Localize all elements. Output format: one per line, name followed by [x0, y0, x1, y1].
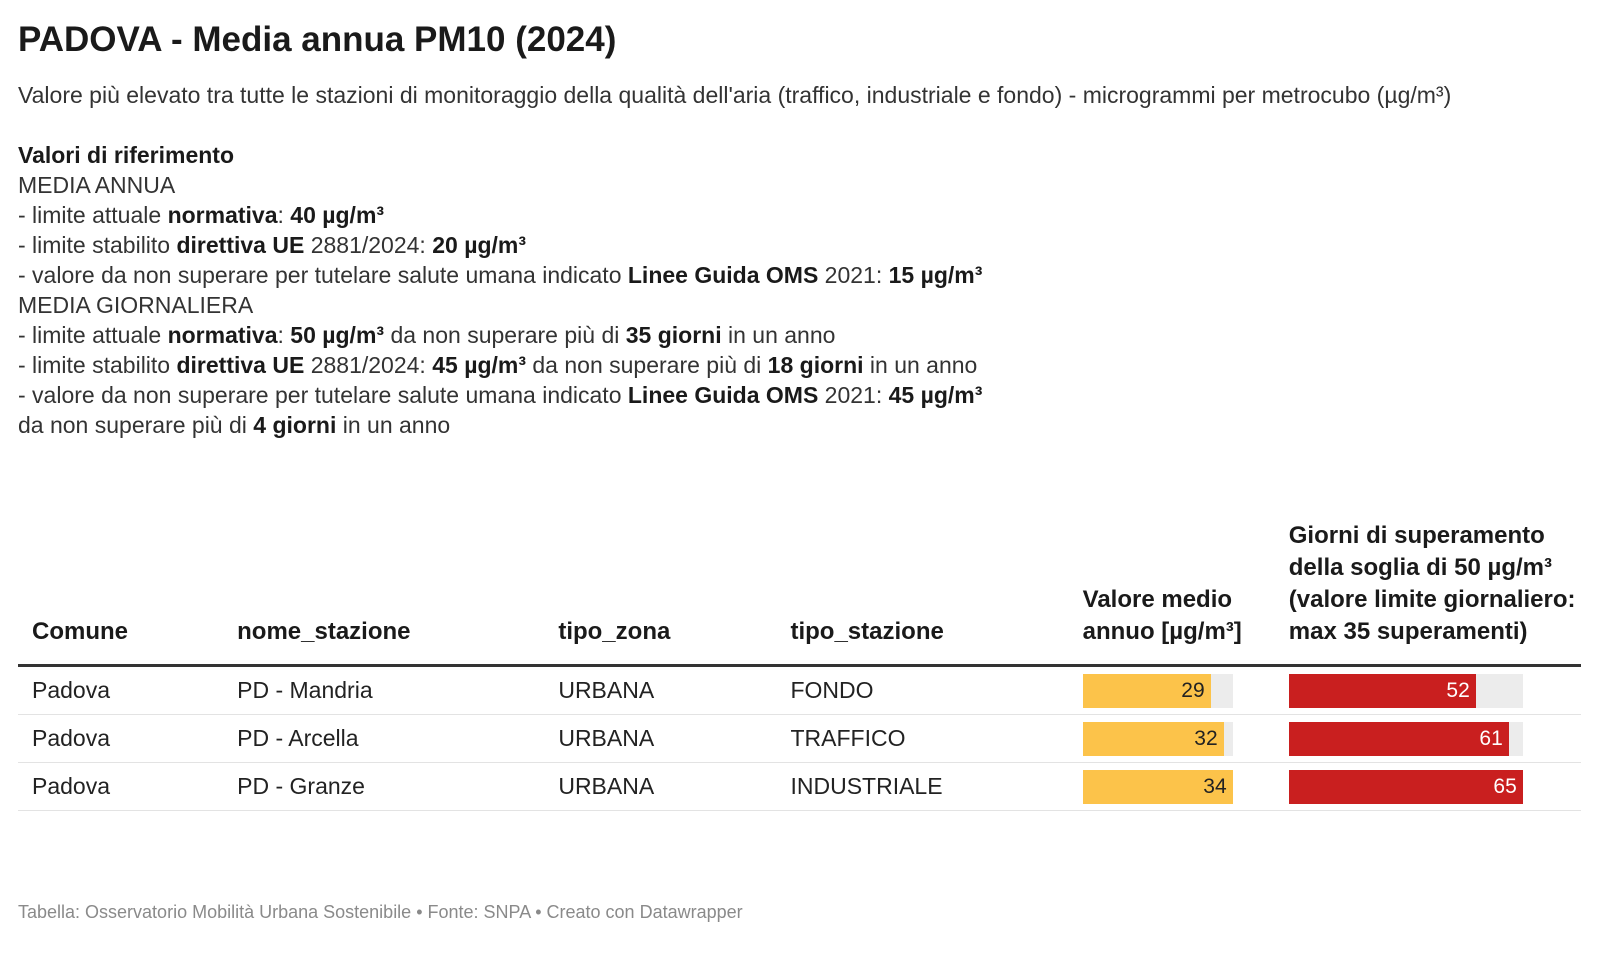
cell-tipo-stazione: FONDO [790, 665, 1083, 715]
annual-line-segment: - valore da non superare per tutelare sa… [18, 262, 628, 288]
column-header-tipo-zona[interactable]: tipo_zona [558, 520, 791, 667]
media-bar [1082, 721, 1224, 756]
giorni-bar-track: 61 [1288, 721, 1523, 756]
daily-line-segment: - valore da non superare per tutelare sa… [18, 382, 628, 408]
cell-tipo-zona: URBANA [558, 714, 791, 763]
data-table: Comune nome_stazione tipo_zona tipo_staz… [18, 520, 1581, 811]
giorni-bar-label: 61 [1479, 726, 1503, 750]
table-row: Padova PD - Mandria URBANA FONDO 29 52 [18, 665, 1581, 715]
daily-line-segment: Linee Guida OMS [627, 382, 819, 408]
media-bar-track: 29 [1082, 673, 1233, 708]
chart-footer: Tabella: Osservatorio Mobilità Urbana So… [18, 902, 743, 922]
media-bar-label: 34 [1203, 774, 1227, 798]
daily-line-segment: in un anno [721, 322, 836, 348]
reference-heading: Valori di riferimento [18, 142, 234, 168]
daily-line: da non superare più di 4 giorni in un an… [18, 410, 1580, 440]
column-header-giorni-superamento[interactable]: Giorni di superamento della soglia di 50… [1288, 520, 1581, 667]
annual-heading: MEDIA ANNUA [18, 172, 176, 198]
cell-comune: Padova [18, 762, 238, 811]
table-row: Padova PD - Arcella URBANA TRAFFICO 32 61 [18, 714, 1581, 763]
annual-line-segment: Linee Guida OMS [627, 262, 819, 288]
daily-line-segment: 45 µg/m³ [432, 352, 526, 378]
daily-line: - limite stabilito direttiva UE 2881/202… [18, 350, 1580, 380]
cell-giorni: 52 [1288, 665, 1581, 715]
daily-line-segment: 18 giorni [767, 352, 864, 378]
daily-line-segment: in un anno [336, 412, 451, 438]
annual-line-segment: 2021: [818, 262, 889, 288]
cell-giorni: 65 [1288, 762, 1581, 811]
annual-line-segment: : [277, 202, 291, 228]
cell-tipo-zona: URBANA [558, 665, 791, 715]
column-header-nome-stazione[interactable]: nome_stazione [237, 520, 559, 667]
daily-line-segment: - limite stabilito [18, 352, 177, 378]
daily-line-segment: da non superare più di [384, 322, 626, 348]
giorni-bar-label: 52 [1446, 678, 1470, 702]
media-bar [1082, 769, 1233, 804]
media-bar-label: 32 [1194, 726, 1218, 750]
annual-line-segment: normativa [167, 202, 278, 228]
column-header-comune[interactable]: Comune [18, 520, 238, 667]
media-bar-track: 34 [1082, 769, 1233, 804]
annual-line: - valore da non superare per tutelare sa… [18, 260, 1580, 290]
annual-line-segment: - limite stabilito [18, 232, 177, 258]
daily-lines: - limite attuale normativa: 50 µg/m³ da … [18, 320, 1580, 440]
giorni-bar [1288, 673, 1476, 708]
daily-heading: MEDIA GIORNALIERA [18, 292, 254, 318]
annual-line-segment: 20 µg/m³ [432, 232, 526, 258]
daily-line-segment: 4 giorni [253, 412, 337, 438]
table-header-row: Comune nome_stazione tipo_zona tipo_staz… [18, 520, 1581, 667]
cell-comune: Padova [18, 665, 238, 715]
chart-header: PADOVA - Media annua PM10 (2024) Valore … [18, 14, 1580, 440]
annual-line: - limite stabilito direttiva UE 2881/202… [18, 230, 1580, 260]
daily-line-segment: 45 µg/m³ [888, 382, 983, 408]
media-bar [1082, 673, 1211, 708]
cell-media: 34 [1082, 762, 1289, 811]
table-body: Padova PD - Mandria URBANA FONDO 29 52 Padova P… [18, 665, 1581, 811]
giorni-bar-label: 65 [1493, 774, 1517, 798]
annual-line-segment: 2881/2024: [304, 232, 433, 258]
cell-nome-stazione: PD - Mandria [237, 665, 559, 715]
column-header-tipo-stazione[interactable]: tipo_stazione [790, 520, 1083, 667]
daily-line: - valore da non superare per tutelare sa… [18, 380, 1580, 410]
giorni-bar [1288, 769, 1523, 804]
media-bar-label: 29 [1181, 678, 1205, 702]
annual-line-segment: - limite attuale [18, 202, 168, 228]
annual-line-segment: 40 µg/m³ [290, 202, 385, 228]
giorni-bar-track: 65 [1288, 769, 1523, 804]
daily-line: - limite attuale normativa: 50 µg/m³ da … [18, 320, 1580, 350]
cell-media: 29 [1082, 665, 1289, 715]
daily-line-segment: normativa [167, 322, 278, 348]
giorni-bar [1288, 721, 1509, 756]
daily-line-segment: 2021: [818, 382, 889, 408]
chart-title: PADOVA - Media annua PM10 (2024) [18, 20, 617, 59]
cell-media: 32 [1082, 714, 1289, 763]
daily-line-segment: 35 giorni [625, 322, 722, 348]
cell-nome-stazione: PD - Arcella [237, 714, 559, 763]
daily-line-segment: 2881/2024: [304, 352, 433, 378]
chart-subtitle: Valore più elevato tra tutte le stazioni… [18, 82, 1452, 108]
cell-comune: Padova [18, 714, 238, 763]
cell-tipo-zona: URBANA [558, 762, 791, 811]
daily-line-segment: da non superare più di [18, 412, 254, 438]
annual-line-segment: 15 µg/m³ [888, 262, 983, 288]
daily-line-segment: : [277, 322, 291, 348]
daily-line-segment: direttiva UE [176, 352, 305, 378]
annual-lines: - limite attuale normativa: 40 µg/m³ - li… [18, 200, 1580, 290]
cell-tipo-stazione: TRAFFICO [790, 714, 1083, 763]
annual-line-segment: direttiva UE [176, 232, 305, 258]
giorni-bar-track: 52 [1288, 673, 1523, 708]
daily-line-segment: 50 µg/m³ [290, 322, 385, 348]
media-bar-track: 32 [1082, 721, 1233, 756]
reference-values: Valori di riferimento MEDIA ANNUA - limi… [18, 140, 1580, 440]
cell-nome-stazione: PD - Granze [237, 762, 559, 811]
cell-giorni: 61 [1288, 714, 1581, 763]
column-header-valore-medio[interactable]: Valore medio annuo [µg/m³] [1082, 520, 1289, 667]
daily-line-segment: in un anno [863, 352, 978, 378]
cell-tipo-stazione: INDUSTRIALE [790, 762, 1083, 811]
daily-line-segment: da non superare più di [526, 352, 768, 378]
daily-line-segment: - limite attuale [18, 322, 168, 348]
table-row: Padova PD - Granze URBANA INDUSTRIALE 34 65 [18, 762, 1581, 811]
annual-line: - limite attuale normativa: 40 µg/m³ [18, 200, 1580, 230]
